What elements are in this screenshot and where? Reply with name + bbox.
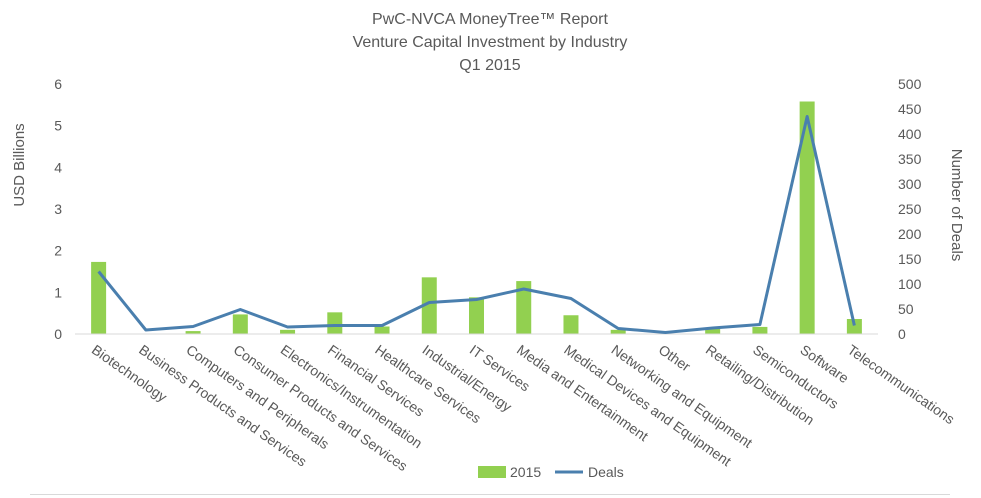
deals-line-series xyxy=(97,115,856,334)
y2-tick-label: 200 xyxy=(898,226,922,242)
bar-4 xyxy=(232,314,248,334)
y-axis-title: USD Billions xyxy=(11,123,28,206)
y2-tick-label: 100 xyxy=(898,276,922,292)
bar-7 xyxy=(374,326,390,334)
y-tick-label: 6 xyxy=(54,76,62,92)
y-tick-label: 2 xyxy=(54,243,62,259)
bar-14 xyxy=(705,328,721,334)
y2-tick-label: 350 xyxy=(898,151,922,167)
category-label: Other xyxy=(656,341,694,374)
y2-tick-label: 250 xyxy=(898,201,922,217)
chart-title: PwC-NVCA MoneyTree™ Report Venture Capit… xyxy=(353,11,628,74)
y2-tick-label: 300 xyxy=(898,176,922,192)
bar-10 xyxy=(516,281,532,334)
y-tick-label: 5 xyxy=(54,118,62,134)
y2-tick-label: 50 xyxy=(898,301,914,317)
bar-17 xyxy=(846,319,862,334)
bottom-divider xyxy=(30,494,950,495)
y-tick-label: 4 xyxy=(54,159,62,175)
y2-tick-label: 150 xyxy=(898,251,922,267)
y-tick-label: 3 xyxy=(54,201,62,217)
chart-title-line-1: PwC-NVCA MoneyTree™ Report xyxy=(372,11,608,28)
bar-series xyxy=(91,101,862,334)
bar-8 xyxy=(421,277,437,334)
deals-line xyxy=(97,115,856,334)
y2-tick-label: 450 xyxy=(898,101,922,117)
bar-5 xyxy=(280,329,296,334)
bar-6 xyxy=(327,312,343,334)
y2-tick-label: 500 xyxy=(898,76,922,92)
y-tick-label: 0 xyxy=(54,326,62,342)
y2-axis-title: Number of Deals xyxy=(948,149,965,262)
legend: 2015 Deals xyxy=(478,464,624,480)
y2-tick-label: 400 xyxy=(898,126,922,142)
bar-3 xyxy=(185,331,201,334)
bar-16 xyxy=(799,101,815,334)
bar-11 xyxy=(563,315,579,334)
y-axis-ticks: 0 1 2 3 4 5 6 xyxy=(54,76,62,342)
legend-label-deals: Deals xyxy=(588,464,624,480)
legend-label-2015: 2015 xyxy=(510,464,541,480)
category-label: Telecommunications xyxy=(845,341,958,427)
legend-swatch-2015 xyxy=(478,466,506,478)
y2-tick-label: 0 xyxy=(898,326,906,342)
y2-axis-ticks: 0 50 100 150 200 250 300 350 400 450 500 xyxy=(898,76,922,342)
bar-9 xyxy=(469,297,484,334)
bar-15 xyxy=(752,326,768,334)
chart-title-line-3: Q1 2015 xyxy=(459,57,520,74)
chart-title-line-2: Venture Capital Investment by Industry xyxy=(353,34,628,51)
y-tick-label: 1 xyxy=(54,284,62,300)
bar-1 xyxy=(91,261,107,334)
bar-12 xyxy=(610,329,626,334)
